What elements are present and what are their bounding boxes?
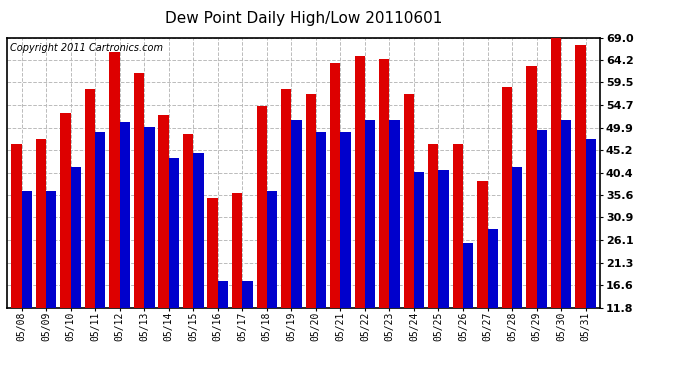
Bar: [502, 87, 512, 363]
Bar: [453, 144, 463, 363]
Bar: [232, 193, 242, 363]
Bar: [404, 94, 414, 363]
Bar: [355, 56, 365, 363]
Bar: [512, 167, 522, 363]
Bar: [208, 198, 218, 363]
Bar: [11, 144, 21, 363]
Text: Dew Point Daily High/Low 20110601: Dew Point Daily High/Low 20110601: [165, 11, 442, 26]
Bar: [60, 113, 70, 363]
Bar: [389, 120, 400, 363]
Bar: [340, 132, 351, 363]
Bar: [537, 129, 547, 363]
Bar: [144, 127, 155, 363]
Bar: [379, 59, 389, 363]
Bar: [70, 167, 81, 363]
Bar: [306, 94, 316, 363]
Bar: [488, 229, 497, 363]
Bar: [257, 106, 267, 363]
Bar: [438, 170, 449, 363]
Bar: [85, 89, 95, 363]
Bar: [21, 191, 32, 363]
Bar: [428, 144, 438, 363]
Bar: [193, 153, 204, 363]
Bar: [281, 89, 291, 363]
Bar: [242, 280, 253, 363]
Bar: [414, 172, 424, 363]
Bar: [586, 139, 596, 363]
Text: Copyright 2011 Cartronics.com: Copyright 2011 Cartronics.com: [10, 43, 163, 53]
Bar: [218, 280, 228, 363]
Bar: [316, 132, 326, 363]
Bar: [526, 66, 537, 363]
Bar: [365, 120, 375, 363]
Bar: [330, 63, 340, 363]
Bar: [463, 243, 473, 363]
Bar: [551, 35, 561, 363]
Bar: [169, 158, 179, 363]
Bar: [561, 120, 571, 363]
Bar: [119, 123, 130, 363]
Bar: [134, 73, 144, 363]
Bar: [110, 52, 119, 363]
Bar: [291, 120, 302, 363]
Bar: [183, 134, 193, 363]
Bar: [267, 191, 277, 363]
Bar: [575, 45, 586, 363]
Bar: [36, 139, 46, 363]
Bar: [95, 132, 106, 363]
Bar: [159, 116, 169, 363]
Bar: [477, 182, 488, 363]
Bar: [46, 191, 57, 363]
